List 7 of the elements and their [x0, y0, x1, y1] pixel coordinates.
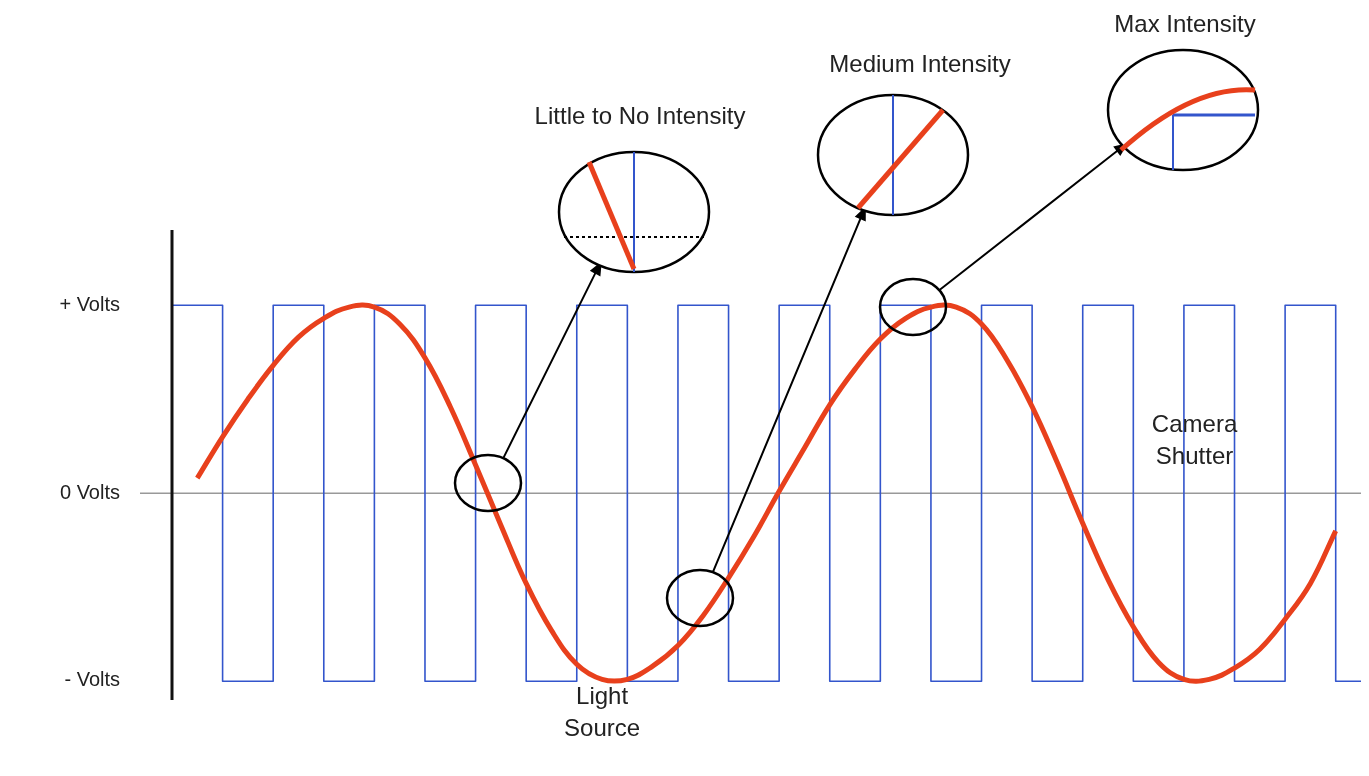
text: Little to No Intensity: [533, 102, 747, 130]
text: + Volts: [59, 292, 120, 315]
text: Medium Intensity: [828, 50, 1012, 78]
series-label: Light Source: [564, 681, 641, 741]
text: 0 Volts: [59, 480, 120, 503]
text: Max Intensity: [1113, 10, 1257, 38]
text: - Volts: [64, 667, 120, 690]
